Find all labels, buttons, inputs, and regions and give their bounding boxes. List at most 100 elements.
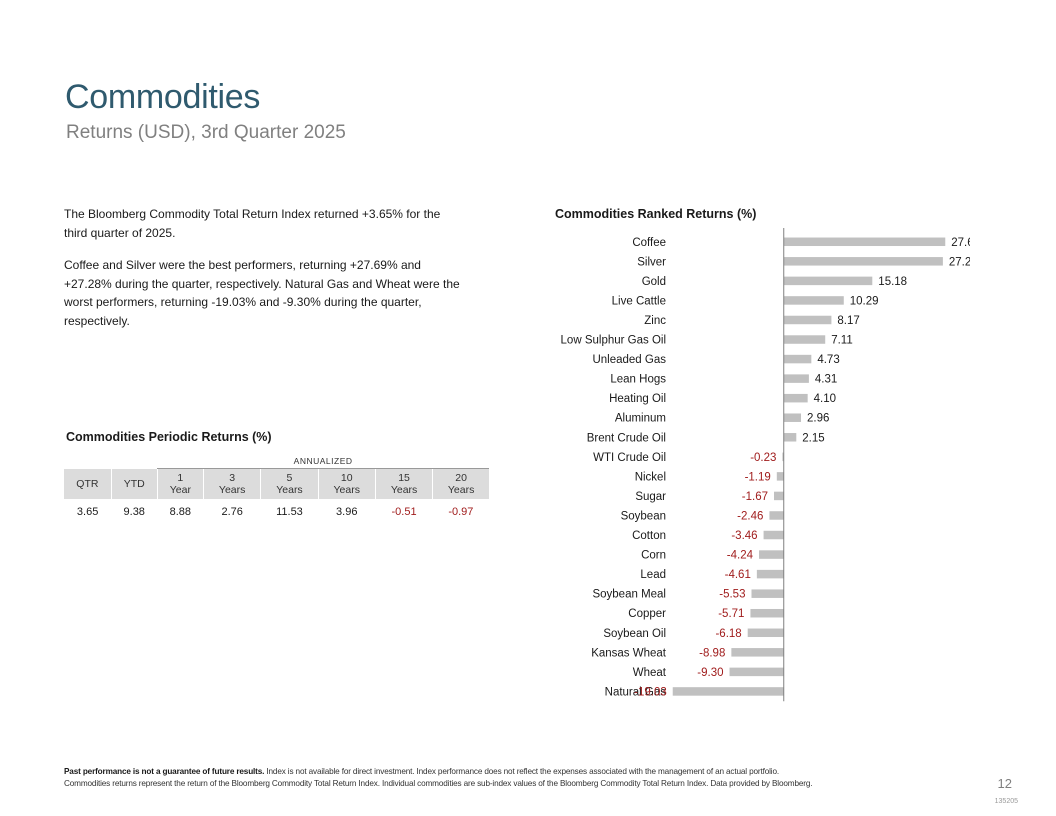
bar-unleaded-gas bbox=[783, 354, 812, 364]
category-label-soybean-oil: Soybean Oil bbox=[603, 628, 666, 640]
value-cell-10-years: 3.96 bbox=[336, 506, 358, 518]
category-label-brent-crude-oil: Brent Crude Oil bbox=[587, 432, 666, 444]
bar-soybean-meal bbox=[751, 589, 784, 598]
value-label-soybean-oil: -6.18 bbox=[715, 628, 741, 640]
bar-corn bbox=[759, 550, 784, 559]
bar-soybean-oil bbox=[747, 628, 784, 638]
page-title: Commodities bbox=[65, 78, 261, 116]
value-label-heating-oil: 4.10 bbox=[814, 393, 836, 405]
value-label-kansas-wheat: -8.98 bbox=[699, 647, 725, 659]
annualized-label: ANNUALIZED bbox=[157, 450, 489, 469]
bar-live-cattle bbox=[783, 296, 844, 305]
bar-aluminum bbox=[783, 413, 802, 422]
disclaimer-line-1: Index is not available for direct invest… bbox=[266, 767, 779, 776]
page-number: 12 bbox=[997, 776, 1012, 791]
value-cell-15-years: -0.51 bbox=[391, 506, 417, 518]
bar-zinc bbox=[783, 315, 832, 325]
bar-wti-crude-oil bbox=[782, 452, 784, 462]
category-label-low-sulphur-gas-oil: Low Sulphur Gas Oil bbox=[561, 335, 666, 347]
value-cell-20-years: -0.97 bbox=[448, 506, 474, 518]
value-label-low-sulphur-gas-oil: 7.11 bbox=[831, 335, 853, 347]
periodic-returns-title: Commodities Periodic Returns (%) bbox=[66, 430, 272, 444]
category-label-wheat: Wheat bbox=[633, 667, 667, 679]
value-label-natural-gas: -19.03 bbox=[634, 686, 667, 698]
category-label-aluminum: Aluminum bbox=[615, 413, 666, 425]
value-cell-qtr: 3.65 bbox=[76, 506, 99, 518]
category-label-gold: Gold bbox=[642, 276, 666, 288]
summary-paragraph-1: The Bloomberg Commodity Total Return Ind… bbox=[64, 207, 441, 240]
bar-soybean bbox=[769, 511, 784, 520]
value-label-corn: -4.24 bbox=[727, 550, 754, 562]
bar-wheat bbox=[729, 667, 784, 677]
category-label-zinc: Zinc bbox=[644, 315, 666, 327]
bar-natural-gas bbox=[672, 687, 784, 696]
category-label-soybean: Soybean bbox=[621, 510, 666, 522]
ranked-returns-chart: Coffee 27.69 Silver 27.28 Gold 15.18 Live Catt… bbox=[561, 228, 970, 702]
category-label-coffee: Coffee bbox=[632, 237, 666, 249]
category-label-soybean-meal: Soybean Meal bbox=[592, 589, 666, 601]
value-label-copper: -5.71 bbox=[718, 608, 744, 620]
category-label-cotton: Cotton bbox=[632, 530, 666, 542]
category-label-lean-hogs: Lean Hogs bbox=[610, 374, 666, 386]
page-subtitle: Returns (USD), 3rd Quarter 2025 bbox=[66, 122, 346, 143]
category-label-unleaded-gas: Unleaded Gas bbox=[592, 354, 666, 366]
bar-nickel bbox=[776, 472, 784, 481]
value-label-coffee: 27.69 bbox=[951, 237, 970, 249]
bar-brent-crude-oil bbox=[783, 433, 797, 442]
category-label-sugar: Sugar bbox=[635, 491, 666, 503]
bar-sugar bbox=[774, 491, 784, 501]
periodic-header-row: QTR YTD 1 Year 3 Years 5 Years 10 Years 15 Ye… bbox=[64, 468, 489, 499]
value-cell-5-years: 11.53 bbox=[276, 506, 303, 518]
disclaimer-bold: Past performance is not a guarantee of f… bbox=[64, 767, 265, 776]
value-label-lead: -4.61 bbox=[725, 569, 751, 581]
value-label-soybean: -2.46 bbox=[737, 510, 763, 522]
header-cell-15-years: 15 Years bbox=[375, 468, 434, 499]
bar-kansas-wheat bbox=[731, 648, 784, 657]
disclaimer-line-2: Commodities returns represent the return… bbox=[64, 779, 813, 788]
value-label-lean-hogs: 4.31 bbox=[815, 374, 837, 386]
value-label-silver: 27.28 bbox=[949, 256, 970, 268]
periodic-returns-table: ANNUALIZED QTR YTD 1 Year 3 Years 5 Years 1… bbox=[64, 450, 489, 525]
category-label-live-cattle: Live Cattle bbox=[612, 295, 666, 307]
value-cell-ytd: 9.38 bbox=[123, 506, 145, 518]
header-cell-ytd: YTD bbox=[111, 468, 158, 499]
value-label-wheat: -9.30 bbox=[697, 667, 723, 679]
value-label-cotton: -3.46 bbox=[731, 530, 757, 542]
bar-gold bbox=[783, 276, 873, 286]
bar-cotton bbox=[763, 530, 784, 540]
document-id: 135205 bbox=[994, 798, 1018, 805]
header-cell-20-years: 20 Years bbox=[432, 468, 489, 499]
periodic-values-row: 3.65 9.38 8.88 2.76 11.53 3.96 -0.51 -0.… bbox=[64, 499, 489, 525]
value-label-nickel: -1.19 bbox=[745, 471, 771, 483]
header-cell-3-years: 3 Years bbox=[203, 468, 262, 499]
summary-paragraph-2: Coffee and Silver were the best performe… bbox=[64, 258, 460, 328]
value-label-zinc: 8.17 bbox=[837, 315, 859, 327]
bar-silver bbox=[783, 257, 943, 266]
bar-low-sulphur-gas-oil bbox=[783, 335, 826, 344]
bar-lead bbox=[756, 569, 784, 579]
annualized-row: ANNUALIZED bbox=[64, 450, 489, 469]
category-label-nickel: Nickel bbox=[635, 471, 666, 483]
category-label-kansas-wheat: Kansas Wheat bbox=[591, 647, 667, 659]
value-label-live-cattle: 10.29 bbox=[850, 295, 879, 307]
ranked-returns-title: Commodities Ranked Returns (%) bbox=[555, 207, 757, 221]
category-label-heating-oil: Heating Oil bbox=[609, 393, 666, 405]
category-label-natural-gas: Natural Gas bbox=[605, 686, 667, 698]
category-label-silver: Silver bbox=[637, 256, 666, 268]
value-label-unleaded-gas: 4.73 bbox=[817, 354, 839, 366]
value-label-soybean-meal: -5.53 bbox=[719, 589, 745, 601]
header-cell-10-years: 10 Years bbox=[318, 468, 376, 499]
category-label-lead: Lead bbox=[640, 569, 666, 581]
bar-copper bbox=[750, 608, 784, 618]
header-cell-5-years: 5 Years bbox=[260, 468, 319, 499]
header-cell-qtr: QTR bbox=[64, 468, 112, 499]
bar-coffee bbox=[783, 237, 946, 247]
bar-heating-oil bbox=[783, 393, 808, 403]
value-label-sugar: -1.67 bbox=[742, 491, 768, 503]
category-label-copper: Copper bbox=[628, 608, 666, 620]
disclaimer: Past performance is not a guarantee of f… bbox=[64, 766, 964, 790]
value-cell-3-years: 2.76 bbox=[221, 506, 243, 518]
bar-lean-hogs bbox=[783, 374, 809, 383]
category-label-corn: Corn bbox=[641, 550, 666, 562]
category-label-wti-crude-oil: WTI Crude Oil bbox=[593, 452, 666, 464]
